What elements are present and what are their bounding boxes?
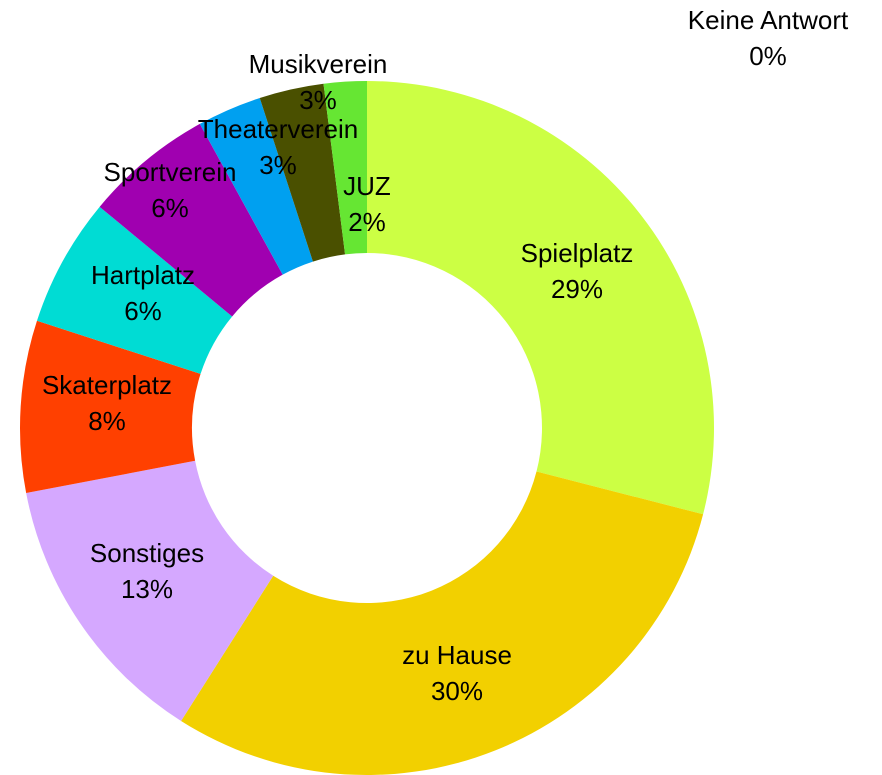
slice-label: JUZ xyxy=(343,171,391,201)
value-label: 3% xyxy=(299,85,337,115)
value-label: 3% xyxy=(259,150,297,180)
slice-label: Theaterverein xyxy=(198,114,358,144)
slice xyxy=(19,320,201,494)
value-label: 6% xyxy=(151,193,189,223)
slice-label: Hartplatz xyxy=(91,260,195,290)
slice-label: Spielplatz xyxy=(521,238,634,268)
slice xyxy=(181,471,704,775)
slice xyxy=(367,81,714,515)
slice-label: Skaterplatz xyxy=(42,370,172,400)
slice-label: Keine Antwort xyxy=(688,5,849,35)
slice xyxy=(36,206,233,374)
slice-label: zu Hause xyxy=(402,640,512,670)
slice-label: Sportverein xyxy=(104,157,237,187)
value-label: 8% xyxy=(88,406,126,436)
value-label: 13% xyxy=(121,574,173,604)
value-label: 29% xyxy=(551,274,603,304)
slice xyxy=(259,83,346,262)
slice xyxy=(323,81,367,255)
value-label: 2% xyxy=(348,207,386,237)
slice xyxy=(26,460,274,721)
slice-label: Sonstiges xyxy=(90,538,204,568)
slice-label: Musikverein xyxy=(249,49,388,79)
slice xyxy=(99,123,283,317)
value-label: 6% xyxy=(124,296,162,326)
slice xyxy=(199,97,313,275)
value-label: 30% xyxy=(431,676,483,706)
value-label: 0% xyxy=(749,41,787,71)
